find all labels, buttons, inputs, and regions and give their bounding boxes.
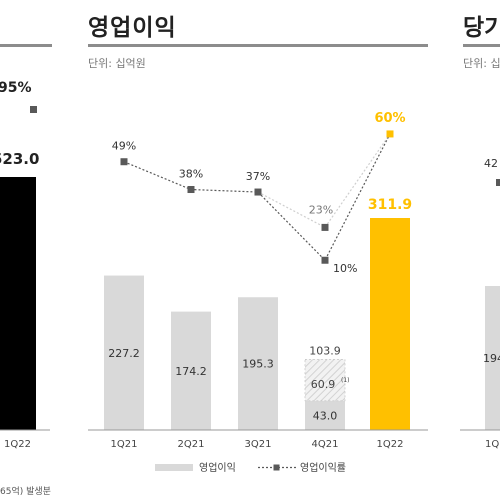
legend-label-line: 영업이익률 [300, 461, 346, 474]
margin-marker [254, 188, 262, 196]
left-panel-bar [0, 177, 36, 430]
margin-marker-adjusted [321, 223, 329, 231]
footnote: 65억) 발생분 [0, 487, 51, 497]
left-panel-value-label: 523.0 [0, 150, 39, 168]
bar-label-1q22: 311.9 [368, 197, 412, 213]
bar-4q21-base [305, 400, 345, 430]
bar-1q21 [104, 275, 144, 430]
x-tick-label: 3Q21 [245, 439, 272, 450]
legend-swatch-marker [273, 464, 280, 471]
right-panel-value-label: 194 [483, 352, 500, 365]
bar-label-4q21-total: 103.9 [309, 344, 341, 357]
margin-label: 10% [333, 262, 357, 275]
margin-label: 49% [112, 140, 136, 153]
left-panel-pct-marker [30, 106, 37, 113]
x-tick-label: 4Q21 [312, 439, 339, 450]
left-panel-category: 1Q22 [4, 439, 31, 450]
margin-marker [321, 256, 329, 264]
bar-1q22 [370, 218, 410, 430]
page-title: 영업이익 [88, 15, 177, 41]
right-panel-pct-marker [496, 179, 500, 186]
bar-label-3q21: 195.3 [242, 358, 274, 371]
margin-label: 60% [374, 111, 405, 126]
title-rule [88, 44, 428, 47]
right-panel-unit: 단위: 십 [463, 57, 500, 70]
right-panel-bar [485, 286, 500, 430]
bar-3q21 [238, 297, 278, 430]
margin-label: 37% [246, 170, 270, 183]
left-panel-title-rule [0, 44, 52, 47]
margin-marker [386, 130, 394, 138]
unit-label: 단위: 십억원 [88, 57, 146, 70]
legend-label-bar: 영업이익 [199, 461, 236, 474]
bar-label-1q21: 227.2 [108, 347, 140, 360]
margin-marker [120, 158, 128, 166]
footnote-mark: (1) [341, 377, 350, 384]
bar-4q21-one-off [304, 358, 346, 402]
legend-swatch-bar [155, 464, 193, 471]
x-tick-label: 1Q22 [377, 439, 404, 450]
margin-marker [187, 186, 195, 194]
operating-profit-chart: 227.2 1Q21 174.2 2Q21 195.3 3Q21 103.9 60.9 (1) 4… [88, 111, 428, 474]
right-panel-title-rule [463, 44, 500, 47]
bar-2q21 [171, 311, 211, 430]
right-panel-title: 당기 [463, 15, 500, 41]
left-panel-pct-label: 95% [0, 80, 32, 96]
bar-label-4q21-one-off: 60.9 [311, 378, 336, 391]
right-panel-chart: 42 194 1Q [460, 157, 500, 450]
margin-label: 38% [179, 168, 203, 181]
right-panel-pct-label: 42 [484, 157, 498, 170]
left-panel-chart: 95% 523.0 1Q22 [0, 80, 50, 450]
bar-label-4q21-base: 43.0 [313, 409, 338, 422]
x-tick-label: 2Q21 [178, 439, 205, 450]
bar-label-2q21: 174.2 [175, 365, 207, 378]
x-tick-label: 1Q21 [111, 439, 138, 450]
right-panel-category: 1Q [485, 439, 499, 450]
margin-line-adjusted [257, 133, 391, 229]
margin-label-adjusted: 23% [309, 203, 333, 216]
margin-line [123, 133, 391, 262]
